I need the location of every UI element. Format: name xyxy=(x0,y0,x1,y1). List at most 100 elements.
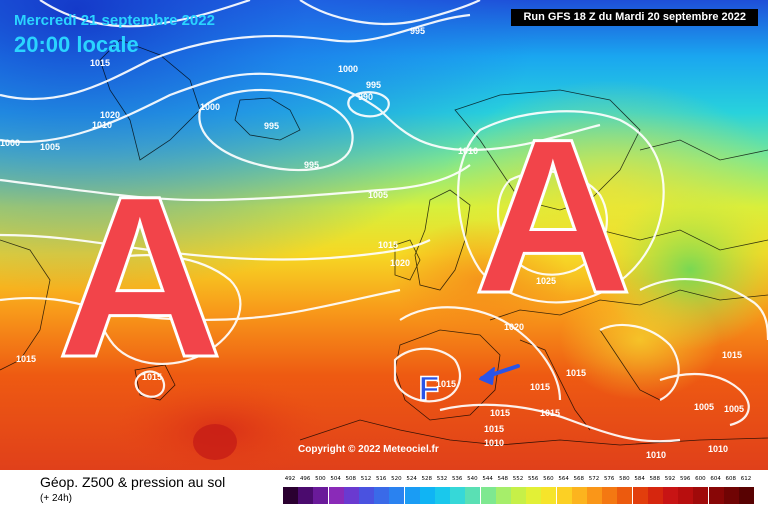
scale-swatch xyxy=(723,487,739,504)
forecast-time: 20:00 locale xyxy=(14,32,139,57)
isobar-label: 1015 xyxy=(378,240,398,250)
scale-label: 552 xyxy=(512,476,524,482)
isobar-label: 1020 xyxy=(504,322,524,332)
copyright: Copyright © 2022 Meteociel.fr xyxy=(298,444,439,455)
scale-label: 560 xyxy=(543,476,554,482)
isobar-label: 1005 xyxy=(724,404,744,414)
isobar-label: 1005 xyxy=(40,142,60,152)
scale-label: 596 xyxy=(679,476,691,482)
scale-swatch xyxy=(313,487,329,504)
isobar-label: 1015 xyxy=(566,368,586,378)
scale-label: 576 xyxy=(603,476,615,482)
isobar-label: 1015 xyxy=(142,372,162,382)
scale-label: 520 xyxy=(391,476,402,482)
scale-label: 584 xyxy=(634,476,645,482)
scale-label: 512 xyxy=(360,476,372,482)
scale-swatch xyxy=(602,487,618,504)
scale-label: 600 xyxy=(695,476,706,482)
scale-label: 516 xyxy=(375,476,387,482)
scale-label: 548 xyxy=(497,476,509,482)
scale-label: 592 xyxy=(664,476,676,482)
scale-label: 544 xyxy=(482,476,493,482)
scale-label: 524 xyxy=(406,476,417,482)
scale-swatch xyxy=(298,487,314,504)
isobars xyxy=(0,0,768,441)
scale-swatch xyxy=(587,487,602,504)
isobar-label: 1025 xyxy=(536,276,556,286)
isobar-label: 1015 xyxy=(16,354,36,364)
isobar-label: 1010 xyxy=(458,146,478,156)
scale-label: 496 xyxy=(299,476,311,482)
scale-label: 612 xyxy=(740,476,752,482)
scale-label: 588 xyxy=(649,476,661,482)
scale-label: 532 xyxy=(436,476,448,482)
scale-swatch xyxy=(404,487,420,504)
scale-swatch xyxy=(374,487,390,504)
isobar-label: 995 xyxy=(304,160,319,170)
isobar-label: 1020 xyxy=(100,110,120,120)
scale-label: 568 xyxy=(573,476,585,482)
scale-swatch xyxy=(541,487,557,504)
isobar-label: 1020 xyxy=(390,258,410,268)
scale-swatch xyxy=(678,487,694,504)
isobar-label: 990 xyxy=(358,92,373,102)
scale-label: 500 xyxy=(315,476,326,482)
scale-swatch xyxy=(663,487,678,504)
isobar-label: 1015 xyxy=(436,379,456,389)
high-pressure-symbol: A xyxy=(474,93,633,339)
isobar-labels: 995 1015 1020 1000 995 990 1000 1010 995… xyxy=(0,26,744,460)
isobar-label: 1000 xyxy=(338,64,358,74)
scale-swatch xyxy=(632,487,648,504)
scale-label: 572 xyxy=(588,476,600,482)
isobar-label: 1005 xyxy=(368,190,388,200)
isobar-label: 1010 xyxy=(708,444,728,454)
product-subtitle: (+ 24h) xyxy=(40,493,72,504)
scale-swatch xyxy=(419,487,435,504)
high-pressure-west: A xyxy=(55,147,224,407)
scale-label: 536 xyxy=(451,476,463,482)
coastlines xyxy=(0,39,768,446)
isobar-label: 1015 xyxy=(490,408,510,418)
isobar-label: 1010 xyxy=(646,450,666,460)
product-title: Géop. Z500 & pression au sol xyxy=(40,474,226,490)
scale-swatch xyxy=(693,487,709,504)
low-pressure-iberia: F xyxy=(418,364,520,409)
scale-label: 580 xyxy=(619,476,630,482)
scale-label: 492 xyxy=(284,476,296,482)
scale-swatch xyxy=(495,487,511,504)
scale-swatch xyxy=(526,487,542,504)
isobar-label: 1005 xyxy=(694,402,714,412)
scale-label: 528 xyxy=(421,476,433,482)
forecast-date: Mercredi 21 septembre 2022 xyxy=(14,12,215,29)
isobar-label: 1015 xyxy=(722,350,742,360)
isobar-label: 1000 xyxy=(0,138,20,148)
scale-swatch xyxy=(480,487,496,504)
scale-label: 540 xyxy=(467,476,478,482)
scale-swatch xyxy=(283,487,298,504)
scale-swatch xyxy=(450,487,466,504)
high-pressure-symbol: A xyxy=(57,148,223,405)
isobar-label: 995 xyxy=(366,80,381,90)
isobar-label: 995 xyxy=(410,26,425,36)
isobar-label: 1010 xyxy=(484,438,504,448)
geopotential-field xyxy=(0,0,768,470)
scale-swatch xyxy=(617,487,633,504)
high-pressure-east: A xyxy=(472,92,634,341)
scale-swatch xyxy=(708,487,724,504)
scale-label: 608 xyxy=(725,476,737,482)
scale-swatch xyxy=(465,487,481,504)
scale-label: 564 xyxy=(558,476,569,482)
scale-swatch xyxy=(556,487,572,504)
isobar-label: 1015 xyxy=(530,382,550,392)
isobar-label: 1010 xyxy=(92,120,112,130)
scale-label: 504 xyxy=(330,476,341,482)
scale-swatch xyxy=(343,487,359,504)
weather-map: 995 1015 1020 1000 995 990 1000 1010 995… xyxy=(0,0,768,470)
color-scale: 492 496 500 504 508 512 516 520 524 528 532 536 540 5… xyxy=(283,476,754,510)
isobar-label: 1015 xyxy=(540,408,560,418)
isobar-label: 995 xyxy=(264,121,279,131)
scale-swatch xyxy=(511,487,526,504)
scale-swatch xyxy=(739,487,754,504)
isobar-label: 1015 xyxy=(90,58,110,68)
scale-swatch xyxy=(435,487,450,504)
